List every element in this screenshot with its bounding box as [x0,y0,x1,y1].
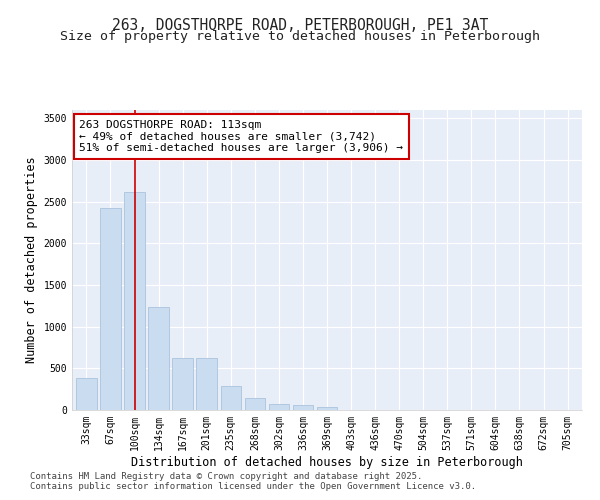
X-axis label: Distribution of detached houses by size in Peterborough: Distribution of detached houses by size … [131,456,523,468]
Bar [196,358,217,410]
Text: Contains HM Land Registry data © Crown copyright and database right 2025.: Contains HM Land Registry data © Crown c… [30,472,422,481]
Bar [269,404,289,410]
Text: Size of property relative to detached houses in Peterborough: Size of property relative to detached ho… [60,30,540,43]
Bar [76,378,97,410]
Bar [221,386,241,410]
Bar [245,398,265,410]
Text: Contains public sector information licensed under the Open Government Licence v3: Contains public sector information licen… [30,482,476,491]
Bar [293,405,313,410]
Text: 263 DOGSTHORPE ROAD: 113sqm
← 49% of detached houses are smaller (3,742)
51% of : 263 DOGSTHORPE ROAD: 113sqm ← 49% of det… [79,120,403,153]
Bar [172,358,193,410]
Bar [148,306,169,410]
Text: 263, DOGSTHORPE ROAD, PETERBOROUGH, PE1 3AT: 263, DOGSTHORPE ROAD, PETERBOROUGH, PE1 … [112,18,488,32]
Bar [317,406,337,410]
Bar [124,192,145,410]
Bar [100,208,121,410]
Y-axis label: Number of detached properties: Number of detached properties [25,156,38,364]
